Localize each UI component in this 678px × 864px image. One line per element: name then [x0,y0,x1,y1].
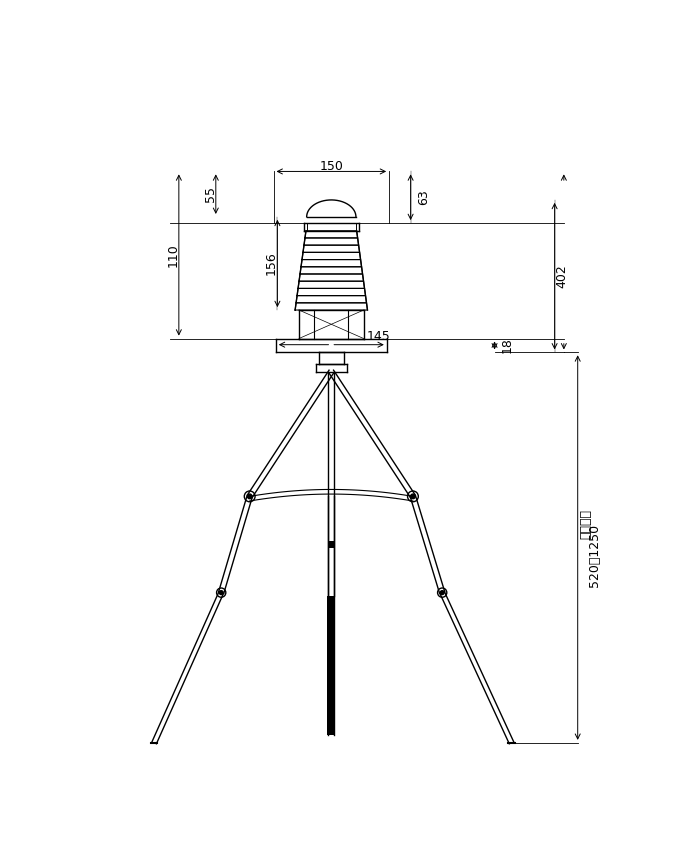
Circle shape [440,591,444,594]
Text: 145: 145 [367,331,391,344]
Text: 110: 110 [167,243,180,267]
Text: 156: 156 [264,251,278,276]
Text: 150: 150 [319,160,343,173]
Text: 402: 402 [555,264,568,288]
Text: 18: 18 [501,338,514,353]
Text: 伸缩范围: 伸缩范围 [579,510,592,539]
Text: 63: 63 [417,189,430,205]
Text: 55: 55 [204,186,217,202]
Circle shape [219,591,223,594]
Circle shape [411,494,415,499]
Bar [327,596,335,735]
Circle shape [247,494,252,499]
Text: 520～1250: 520～1250 [588,524,601,587]
Bar [328,541,335,548]
